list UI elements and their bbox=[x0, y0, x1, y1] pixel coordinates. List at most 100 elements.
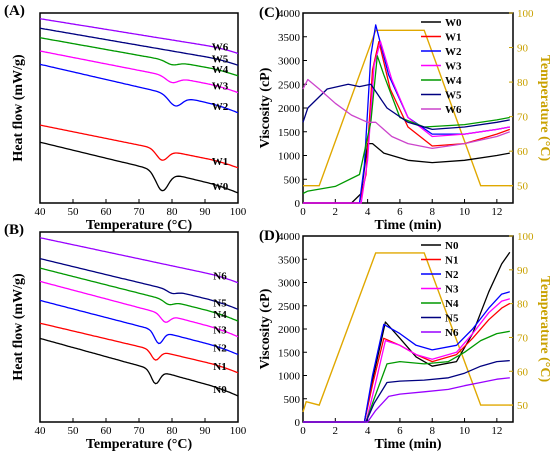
x-tick-label: 6 bbox=[397, 425, 403, 437]
x-tick-label: 40 bbox=[35, 206, 47, 218]
y2-tick-label: 80 bbox=[517, 299, 529, 311]
y2-tick-label: 100 bbox=[517, 231, 534, 243]
x-axis-label: Temperature (°C) bbox=[86, 218, 193, 233]
series-line-w3 bbox=[303, 40, 510, 204]
y-tick-label: 4000 bbox=[278, 231, 301, 243]
x-tick-label: 0 bbox=[300, 425, 306, 437]
y-tick-label: 500 bbox=[284, 394, 301, 406]
x-tick-label: 8 bbox=[429, 206, 435, 218]
x-tick-label: 40 bbox=[35, 425, 47, 437]
y-axis-label: Viscosity (cP) bbox=[258, 67, 273, 148]
y-tick-label: 1500 bbox=[278, 127, 301, 139]
y-tick-label: 2500 bbox=[278, 301, 301, 313]
curve-label-n1: N1 bbox=[213, 361, 226, 373]
x-tick-label: 12 bbox=[491, 206, 502, 218]
curve-n1 bbox=[39, 322, 239, 374]
curve-n6 bbox=[39, 237, 239, 284]
x-tick-label: 6 bbox=[397, 206, 403, 218]
y-tick-label: 1000 bbox=[278, 371, 301, 383]
legend-label-n2: N2 bbox=[445, 269, 459, 281]
y2-axis-label: Temperature (°C) bbox=[537, 276, 550, 383]
x-tick-label: 8 bbox=[429, 425, 435, 437]
plot-frame bbox=[39, 12, 239, 204]
curve-w5 bbox=[39, 27, 239, 66]
curve-label-n5: N5 bbox=[213, 297, 227, 309]
x-tick-label: 90 bbox=[200, 425, 212, 437]
y-tick-label: 1000 bbox=[278, 151, 301, 163]
y-tick-label: 1500 bbox=[278, 347, 301, 359]
legend-label-n4: N4 bbox=[445, 298, 459, 310]
y2-tick-label: 90 bbox=[517, 43, 529, 55]
x-tick-label: 2 bbox=[333, 206, 339, 218]
panel-label: (B) bbox=[4, 222, 24, 238]
curve-n3 bbox=[39, 280, 239, 338]
x-axis-label: Time (min) bbox=[374, 437, 441, 452]
y-tick-label: 3000 bbox=[278, 56, 301, 68]
x-tick-label: 0 bbox=[300, 206, 306, 218]
temperature-profile-line bbox=[302, 252, 513, 413]
plot-frame bbox=[39, 231, 239, 423]
x-tick-label: 60 bbox=[101, 206, 113, 218]
dsc-panel-a: (A) 40 50 60 70 80 90 100 Temperature (°C) Heat f… bbox=[4, 3, 247, 233]
series-line-w6 bbox=[302, 78, 511, 150]
curve-label-w2: W2 bbox=[212, 101, 229, 113]
legend-label-w6: W6 bbox=[445, 104, 462, 116]
curve-w3 bbox=[39, 50, 239, 94]
y-tick-label: 2000 bbox=[278, 324, 301, 336]
dsc-panel-b: (B) 40 50 60 70 80 90 100 Temperature (°C) Heat f… bbox=[4, 222, 247, 452]
legend-label-n6: N6 bbox=[445, 327, 459, 339]
y-axis-label: Heat flow (mW/g) bbox=[11, 273, 26, 381]
legend-label-w1: W1 bbox=[445, 32, 462, 44]
y2-tick-label: 90 bbox=[517, 265, 529, 277]
x-tick-label: 2 bbox=[333, 425, 339, 437]
curve-n4 bbox=[39, 267, 239, 322]
rva-panel-d: (D) 0 2 4 6 8 10 12 0 500 1000 1500 2000 2500 3000 3500… bbox=[258, 228, 550, 452]
x-tick-label: 100 bbox=[230, 206, 247, 218]
x-tick-label: 50 bbox=[68, 425, 80, 437]
curve-w4 bbox=[39, 37, 239, 77]
panel-label: (C) bbox=[259, 5, 280, 21]
series-line-n6 bbox=[303, 377, 510, 423]
x-tick-label: 70 bbox=[134, 425, 146, 437]
panel-label: (D) bbox=[259, 228, 280, 244]
curve-label-w3: W3 bbox=[212, 81, 229, 93]
y-tick-label: 2000 bbox=[278, 103, 301, 115]
y-tick-label: 500 bbox=[284, 174, 301, 186]
x-tick-label: 100 bbox=[230, 425, 247, 437]
panel-label: (A) bbox=[4, 3, 25, 19]
x-tick-label: 4 bbox=[365, 206, 371, 218]
curve-label-n4: N4 bbox=[213, 309, 227, 321]
plot-frame bbox=[302, 12, 514, 204]
x-tick-label: 12 bbox=[491, 425, 502, 437]
y2-axis-label: Temperature (°C) bbox=[537, 55, 550, 162]
y2-tick-label: 50 bbox=[517, 181, 529, 193]
x-tick-label: 80 bbox=[167, 425, 179, 437]
x-tick-label: 80 bbox=[167, 206, 179, 218]
curve-w6 bbox=[39, 18, 239, 55]
legend-label-w4: W4 bbox=[445, 75, 462, 87]
legend-label-n1: N1 bbox=[445, 255, 458, 267]
x-tick-label: 10 bbox=[459, 206, 471, 218]
curve-label-w5: W5 bbox=[212, 53, 229, 65]
x-tick-label: 60 bbox=[101, 425, 113, 437]
y-tick-label: 0 bbox=[295, 417, 301, 429]
y-tick-label: 3500 bbox=[278, 32, 301, 44]
curve-n0 bbox=[39, 337, 239, 397]
y-axis-label: Heat flow (mW/g) bbox=[11, 54, 26, 162]
curve-label-w1: W1 bbox=[212, 156, 229, 168]
y-tick-label: 3500 bbox=[278, 254, 301, 266]
y-axis-label: Viscosity (cP) bbox=[258, 288, 273, 369]
y2-tick-label: 70 bbox=[517, 112, 529, 124]
series-line-w0 bbox=[303, 142, 510, 204]
y2-tick-label: 80 bbox=[517, 77, 529, 89]
y2-tick-label: 70 bbox=[517, 332, 529, 344]
legend-label-w2: W2 bbox=[445, 46, 462, 58]
curve-n5 bbox=[39, 257, 239, 310]
rva-panel-c: (C) 0 2 4 6 8 10 12 0 500 1000 1500 2000 2500 3000 3500… bbox=[258, 5, 550, 233]
curve-label-n3: N3 bbox=[213, 325, 227, 337]
y2-tick-label: 50 bbox=[517, 400, 529, 412]
y2-tick-label: 60 bbox=[517, 146, 529, 158]
curve-label-n2: N2 bbox=[213, 343, 227, 355]
x-tick-label: 90 bbox=[200, 206, 212, 218]
